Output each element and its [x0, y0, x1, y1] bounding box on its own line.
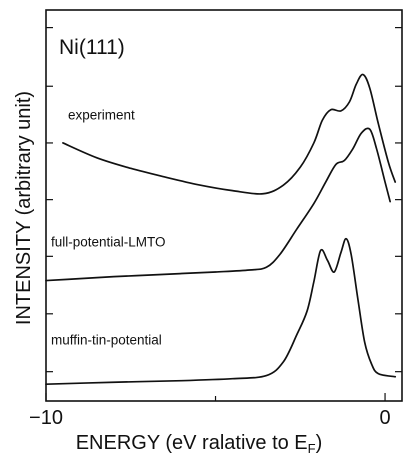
x-tick-label-0: −10: [29, 407, 63, 429]
x-axis-label: ENERGY (eV ralative to EF): [76, 432, 323, 454]
series-labels: experiment full-potential-LMTO muffin-tin-…: [51, 107, 166, 347]
series-line-1: [45, 127, 391, 282]
series-label-1: full-potential-LMTO: [51, 235, 166, 250]
x-axis-label-main: ENERGY (eV ralative to E: [76, 432, 308, 454]
plot-frame: [45, 9, 403, 402]
x-ticks: −10 0: [29, 393, 391, 429]
series-label-0: experiment: [68, 107, 135, 122]
series-label-2: muffin-tin-potential: [51, 332, 162, 347]
y-axis-label: INTENSITY (arbitrary unit): [13, 91, 35, 325]
x-axis-label-subscript: F: [308, 441, 316, 454]
series-line-2: [45, 237, 397, 386]
chart-title: Ni(111): [59, 36, 125, 59]
series-line-0: [62, 73, 397, 195]
x-axis-label-close: ): [316, 432, 323, 454]
y-ticks: [46, 26, 402, 373]
x-tick-label-1: 0: [379, 407, 390, 429]
series-lines: [45, 73, 397, 386]
